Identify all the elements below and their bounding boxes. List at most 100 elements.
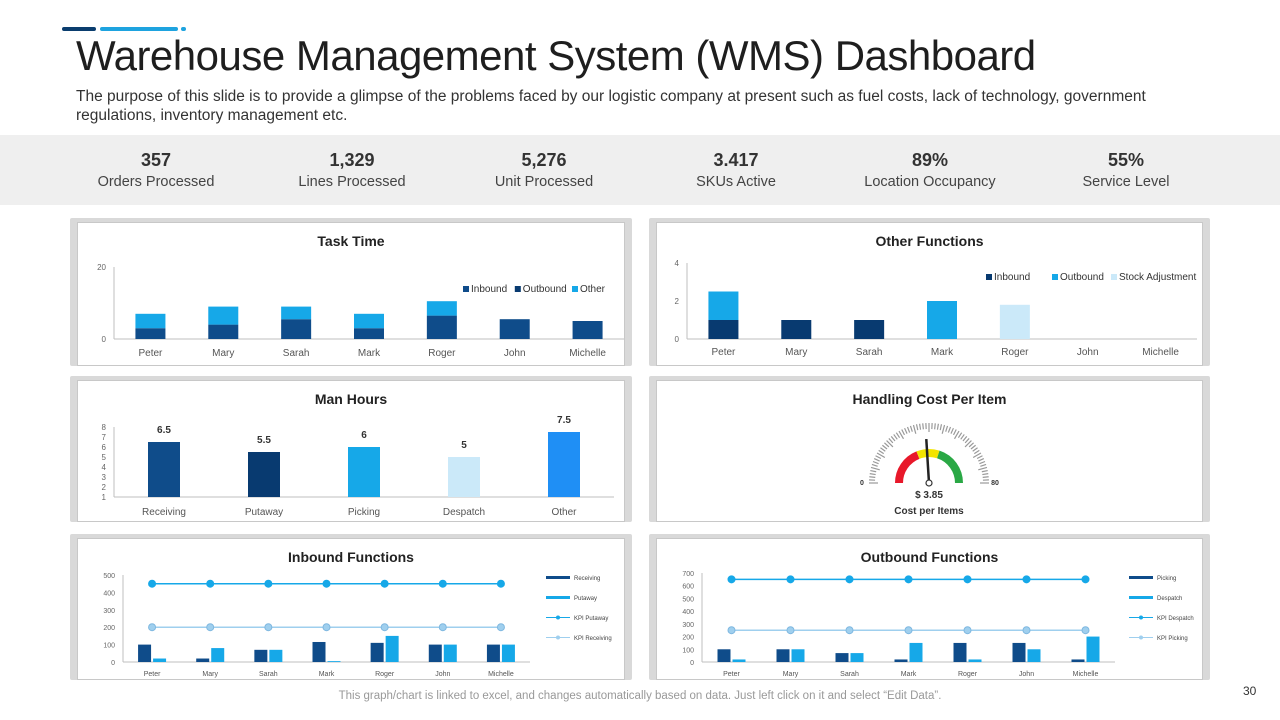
gauge-band-red [895, 451, 920, 484]
legend-label: Inbound [471, 284, 507, 295]
x-tick-label: Sarah [840, 671, 859, 678]
x-tick-label: Roger [375, 671, 395, 678]
line-point [1081, 626, 1090, 635]
x-tick-label: Mary [785, 347, 807, 358]
task-time-card: Task Time 0 20 Peter Mary Sarah Mark Roger John… [77, 222, 625, 366]
bar-picking [348, 447, 380, 497]
kpi-skus-active: 3.417 SKUs Active [641, 150, 831, 190]
gauge-tick [973, 449, 980, 455]
legend-swatch [1129, 576, 1153, 579]
line-point [1022, 626, 1031, 635]
line-point [496, 623, 505, 632]
x-tick-label: Mary [783, 671, 799, 678]
chart-title: Outbound Functions [860, 549, 999, 565]
x-tick-label: Michelle [1073, 671, 1099, 678]
y-tick-label: 100 [103, 643, 115, 650]
line-point [264, 623, 273, 632]
gauge-tick [922, 423, 924, 430]
data-label: 5.5 [257, 435, 271, 446]
gauge-tick [978, 458, 985, 462]
handling-cost-panel: Handling Cost Per Item 0 80 $ 3.85 Cost per… [649, 376, 1210, 522]
inbound-functions-card: Inbound Functions 0 100 200 300 400 500 Peter M… [77, 538, 625, 680]
bar-inbound [281, 319, 312, 339]
gauge-tick [872, 460, 879, 465]
gauge-tick [901, 429, 906, 436]
handling-cost-gauge: 0 80 $ 3.85 Cost per Items [860, 423, 999, 517]
x-tick-label: Peter [144, 671, 161, 678]
x-tick-label: Roger [428, 348, 456, 359]
x-tick-label: Mark [319, 671, 335, 678]
line-point [438, 579, 447, 588]
outbound-functions-panel: Outbound Functions 0 100 200 300 400 500 600 70… [649, 534, 1210, 680]
task-time-panel: Task Time 0 20 Peter Mary Sarah Mark Roger John… [70, 218, 632, 366]
gauge-tick [982, 473, 989, 476]
bar-other [135, 313, 166, 329]
y-tick-label: 400 [103, 590, 115, 597]
x-tick-label: Peter [711, 347, 736, 358]
bar-picking [776, 649, 790, 662]
bar-inbound [499, 319, 530, 339]
legend-marker [556, 615, 560, 620]
legend-label: KPI Picking [1157, 636, 1188, 642]
gauge-tick [890, 435, 896, 442]
bar-inbound [781, 320, 812, 339]
gauge-tick [941, 424, 946, 434]
gauge-tick [978, 466, 988, 471]
gauge-value-label: $ 3.85 [915, 490, 943, 501]
gauge-tick [982, 476, 989, 478]
legend-label: Picking [1157, 576, 1176, 582]
line-point [438, 623, 447, 632]
legend-label: Putaway [574, 596, 597, 602]
y-tick-label: 4 [102, 463, 107, 472]
y-tick-label: 600 [682, 584, 694, 591]
gauge-tick [886, 440, 894, 448]
inbound-functions-panel: Inbound Functions 0 100 200 300 400 500 Peter M… [70, 534, 632, 680]
line-point [148, 623, 157, 632]
x-tick-label: Michelle [488, 671, 514, 678]
bar-outbound [708, 291, 739, 320]
line-point [845, 626, 854, 635]
gauge-tick [888, 438, 894, 444]
line-point [380, 623, 389, 632]
gauge-tick [875, 455, 882, 460]
gauge-tick [947, 426, 952, 433]
line-point [264, 579, 273, 588]
other-functions-chart: 0 2 4 Peter Mary Sarah Mark Roger John Michelle In… [675, 259, 1197, 358]
chart-title: Inbound Functions [288, 549, 414, 565]
x-tick-label: Mary [212, 348, 234, 359]
legend-swatch [1111, 274, 1117, 280]
outbound-functions-card: Outbound Functions 0 100 200 300 400 500 600 70… [656, 538, 1203, 680]
y-tick-label: 700 [682, 571, 694, 578]
gauge-tick [873, 458, 880, 462]
accent-bar-dark [62, 27, 96, 31]
legend-swatch [1052, 274, 1058, 280]
legend-swatch [986, 274, 992, 280]
line-point [963, 575, 972, 584]
gauge-tick [919, 423, 922, 430]
bar-despatch [968, 659, 982, 662]
line-point [727, 575, 736, 584]
other-functions-card: Other Functions 0 2 4 Peter Mary Sarah Mark Rog… [656, 222, 1203, 366]
bar-despatch [791, 649, 805, 662]
chart-title: Man Hours [314, 391, 388, 407]
bar-despatch [850, 653, 864, 662]
y-tick-label: 100 [682, 647, 694, 654]
legend-label: KPI Despatch [1157, 616, 1194, 622]
bar-picking [894, 659, 908, 662]
x-tick-label: Mary [202, 671, 218, 678]
gauge-tick [871, 463, 878, 467]
chart-title: Handling Cost Per Item [852, 391, 1007, 407]
bar-putaway [327, 661, 341, 662]
kpi-location-occupancy: 89% Location Occupancy [835, 150, 1025, 190]
gauge-tick [981, 469, 988, 473]
gauge-tick [870, 469, 877, 473]
y-tick-label: 500 [682, 596, 694, 603]
y-tick-label: 0 [111, 660, 115, 667]
legend-label: Despatch [1157, 596, 1182, 602]
y-tick-label: 400 [682, 609, 694, 616]
x-tick-label: Peter [723, 671, 740, 678]
x-tick-label: Picking [348, 507, 380, 518]
kpi-label: SKUs Active [696, 174, 776, 190]
gauge-tick [970, 444, 977, 450]
kpi-band: 357 Orders Processed 1,329 Lines Process… [0, 135, 1280, 205]
